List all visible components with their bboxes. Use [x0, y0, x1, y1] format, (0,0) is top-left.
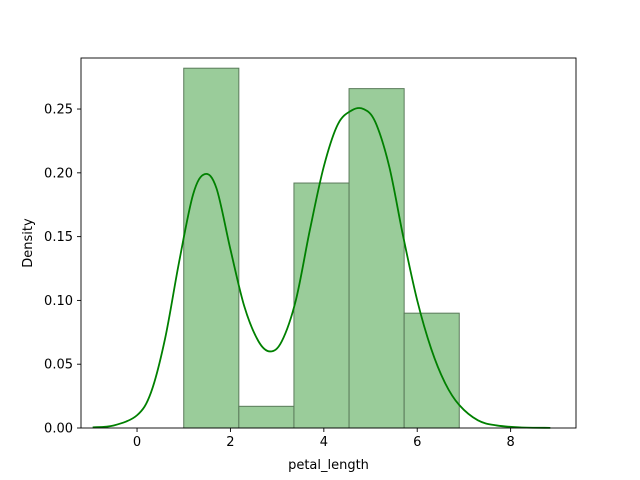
y-axis-ticks: 0.00 0.05 0.10 0.15 0.20 0.25 — [44, 103, 81, 437]
x-axis-label: petal_length — [288, 458, 369, 473]
x-tick-label: 0 — [133, 435, 141, 450]
x-tick-label: 2 — [226, 435, 234, 450]
y-tick-label: 0.15 — [44, 230, 73, 245]
plot-frame — [80, 57, 577, 429]
y-tick-label: 0.00 — [44, 422, 73, 437]
y-tick-label: 0.10 — [44, 294, 73, 309]
histogram-bar — [293, 182, 350, 429]
y-tick-label: 0.20 — [44, 166, 73, 181]
histogram-bar — [403, 312, 460, 429]
y-tick-label: 0.05 — [44, 358, 73, 373]
y-axis-label: Density — [21, 218, 36, 268]
x-tick-label: 4 — [320, 435, 328, 450]
x-tick-label: 6 — [413, 435, 421, 450]
y-tick-label: 0.25 — [44, 103, 73, 118]
x-axis-ticks: 0 2 4 6 8 — [133, 428, 515, 450]
histogram-bar — [348, 88, 405, 429]
histogram-bar — [238, 405, 295, 429]
x-tick-label: 8 — [506, 435, 514, 450]
kde-line — [92, 107, 551, 429]
